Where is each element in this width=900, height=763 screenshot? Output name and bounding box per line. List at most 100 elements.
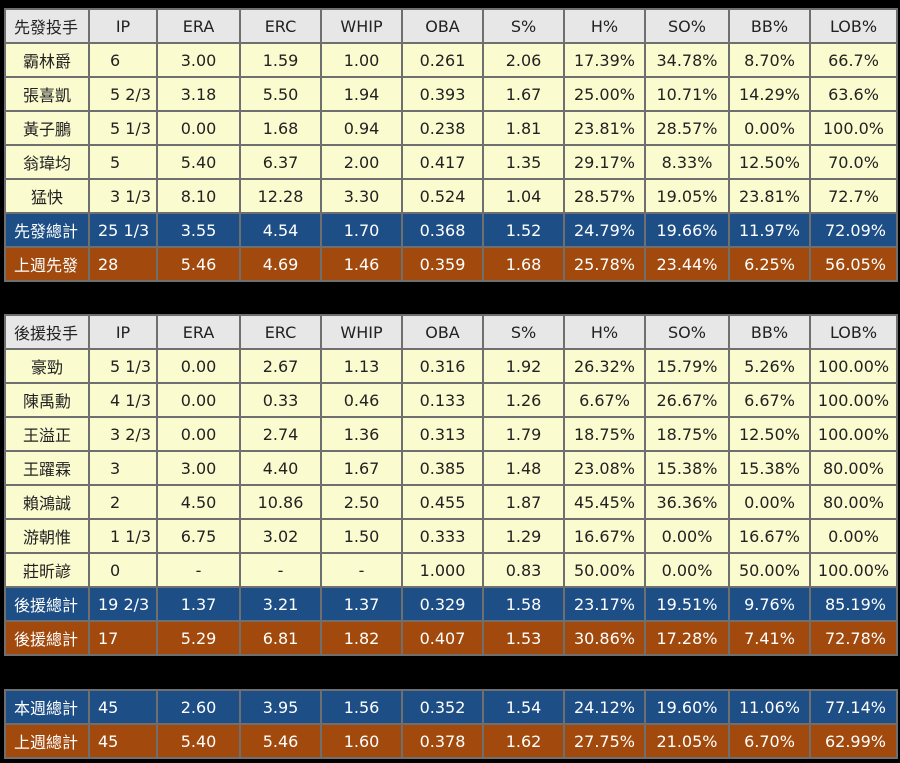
col-era: ERA [156, 314, 241, 350]
cell-erc: 6.37 [239, 144, 322, 180]
player-row: 翁瑋均 5 5.40 6.37 2.00 0.417 1.35 29.17% 8.33% 12.5… [4, 144, 898, 180]
row-label: 後援總計 [4, 620, 90, 656]
cell-ip: 5 1/3 [88, 110, 158, 146]
col-so-pct: SO% [644, 8, 730, 44]
cell-h-pct: 26.32% [563, 348, 646, 384]
cell-oba: 0.393 [401, 76, 484, 112]
cell-lob-pct: 70.0% [809, 144, 898, 180]
cell-erc: 10.86 [239, 484, 322, 520]
cell-lob-pct: 62.99% [809, 723, 898, 759]
col-lob-pct: LOB% [809, 314, 898, 350]
cell-lob-pct: 100.00% [809, 552, 898, 588]
cell-h-pct: 23.81% [563, 110, 646, 146]
cell-lob-pct: 56.05% [809, 246, 898, 282]
cell-s-pct: 1.62 [482, 723, 565, 759]
player-row: 游朝惟 1 1/3 6.75 3.02 1.50 0.333 1.29 16.67% 0.00%… [4, 518, 898, 554]
relievers-header-label: 後援投手 [4, 314, 90, 350]
cell-so-pct: 17.28% [644, 620, 730, 656]
player-name: 黃子鵬 [4, 110, 90, 146]
relievers-table: 後援投手 IP ERA ERC WHIP OBA S% H% SO% BB% L… [4, 314, 898, 656]
player-name: 賴鴻誠 [4, 484, 90, 520]
row-label: 上週先發 [4, 246, 90, 282]
cell-erc: 1.68 [239, 110, 322, 146]
cell-whip: 1.46 [320, 246, 403, 282]
cell-erc: 6.81 [239, 620, 322, 656]
cell-oba: 0.261 [401, 42, 484, 78]
player-row: 霸林爵 6 3.00 1.59 1.00 0.261 2.06 17.39% 34.78% 8.7… [4, 42, 898, 78]
cell-ip: 25 1/3 [88, 212, 158, 248]
cell-lob-pct: 72.7% [809, 178, 898, 214]
cell-s-pct: 1.81 [482, 110, 565, 146]
cell-whip: 1.56 [320, 689, 403, 725]
player-name: 豪勁 [4, 348, 90, 384]
cell-bb-pct: 6.67% [728, 382, 811, 418]
cell-ip: 3 [88, 450, 158, 486]
col-era: ERA [156, 8, 241, 44]
player-row: 莊昕諺 0- - -1.000 0.83 50.00% 0.00% 50.00% 100.00% [4, 552, 898, 588]
relievers-header-row: 後援投手 IP ERA ERC WHIP OBA S% H% SO% BB% L… [4, 314, 898, 350]
player-name: 霸林爵 [4, 42, 90, 78]
cell-era: 5.29 [156, 620, 241, 656]
cell-oba: 0.378 [401, 723, 484, 759]
cell-s-pct: 1.48 [482, 450, 565, 486]
cell-lob-pct: 100.00% [809, 416, 898, 452]
cell-whip: 1.50 [320, 518, 403, 554]
cell-era: 3.18 [156, 76, 241, 112]
starters-header-row: 先發投手 IP ERA ERC WHIP OBA S% H% SO% BB% L… [4, 8, 898, 44]
cell-ip: 6 [88, 42, 158, 78]
total-row: 後援總計 19 2/3 1.37 3.21 1.37 0.329 1.58 23.17% 19.… [4, 586, 898, 622]
cell-h-pct: 24.79% [563, 212, 646, 248]
cell-bb-pct: 50.00% [728, 552, 811, 588]
col-ip: IP [88, 314, 158, 350]
cell-whip: 2.00 [320, 144, 403, 180]
player-name: 陳禹勳 [4, 382, 90, 418]
cell-h-pct: 45.45% [563, 484, 646, 520]
cell-s-pct: 1.67 [482, 76, 565, 112]
col-h-pct: H% [563, 314, 646, 350]
cell-lob-pct: 100.00% [809, 348, 898, 384]
cell-erc: 3.21 [239, 586, 322, 622]
col-bb-pct: BB% [728, 8, 811, 44]
cell-ip: 45 [88, 689, 158, 725]
player-row: 黃子鵬 5 1/3 0.00 1.68 0.94 0.238 1.81 23.81% 28.57… [4, 110, 898, 146]
cell-s-pct: 2.06 [482, 42, 565, 78]
cell-ip: 5 [88, 144, 158, 180]
col-whip: WHIP [320, 314, 403, 350]
player-row: 賴鴻誠 2 4.50 10.86 2.50 0.455 1.87 45.45% 36.36% 0.… [4, 484, 898, 520]
col-h-pct: H% [563, 8, 646, 44]
cell-bb-pct: 7.41% [728, 620, 811, 656]
player-name: 猛快 [4, 178, 90, 214]
cell-era: 5.46 [156, 246, 241, 282]
player-name: 翁瑋均 [4, 144, 90, 180]
cell-ip: 1 1/3 [88, 518, 158, 554]
cell-h-pct: 25.00% [563, 76, 646, 112]
cell-lob-pct: 80.00% [809, 484, 898, 520]
cell-s-pct: 1.26 [482, 382, 565, 418]
cell-erc: 3.02 [239, 518, 322, 554]
cell-bb-pct: 15.38% [728, 450, 811, 486]
cell-lob-pct: 100.00% [809, 382, 898, 418]
cell-lob-pct: 77.14% [809, 689, 898, 725]
row-label: 後援總計 [4, 586, 90, 622]
cell-bb-pct: 6.25% [728, 246, 811, 282]
col-s-pct: S% [482, 314, 565, 350]
cell-era: 8.10 [156, 178, 241, 214]
cell-s-pct: 1.35 [482, 144, 565, 180]
cell-oba: 0.368 [401, 212, 484, 248]
cell-era: 0.00 [156, 348, 241, 384]
starters-header-label: 先發投手 [4, 8, 90, 44]
cell-oba: 0.238 [401, 110, 484, 146]
col-erc: ERC [239, 314, 322, 350]
cell-so-pct: 0.00% [644, 552, 730, 588]
cell-oba: 0.385 [401, 450, 484, 486]
col-oba: OBA [401, 314, 484, 350]
cell-erc: 3.95 [239, 689, 322, 725]
cell-lob-pct: 66.7% [809, 42, 898, 78]
player-name: 游朝惟 [4, 518, 90, 554]
cell-ip: 28 [88, 246, 158, 282]
cell-era: 3.00 [156, 42, 241, 78]
cell-ip: 3 2/3 [88, 416, 158, 452]
cell-bb-pct: 8.70% [728, 42, 811, 78]
cell-erc: 4.69 [239, 246, 322, 282]
col-bb-pct: BB% [728, 314, 811, 350]
